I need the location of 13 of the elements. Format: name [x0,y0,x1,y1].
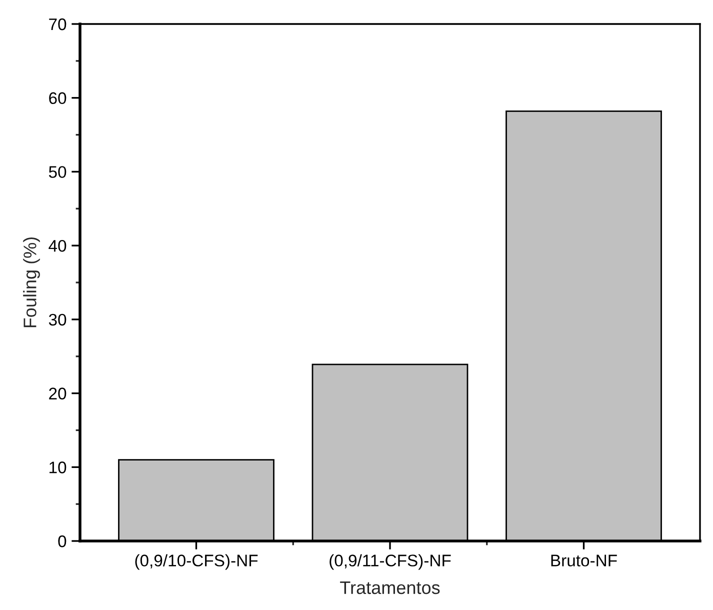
x-tick-label: (0,9/10-CFS)-NF [135,554,258,570]
y-tick-label: 30 [48,314,66,326]
y-tick-label: 60 [49,92,66,104]
y-tick-label: 0 [58,535,66,548]
y-tick-label: 20 [49,388,66,400]
y-axis-title: Fouling (%) [23,237,40,328]
x-axis-title: Tratamentos [340,582,440,594]
y-tick-label: 50 [48,166,66,178]
y-tick-label: 40 [48,240,66,252]
x-tick-label: (0,9/11-CFS)-NF [330,554,451,570]
y-tick-label: 10 [50,462,66,474]
y-tick-label: 70 [49,18,66,30]
x-tick-label: Bruto-NF [551,554,617,566]
